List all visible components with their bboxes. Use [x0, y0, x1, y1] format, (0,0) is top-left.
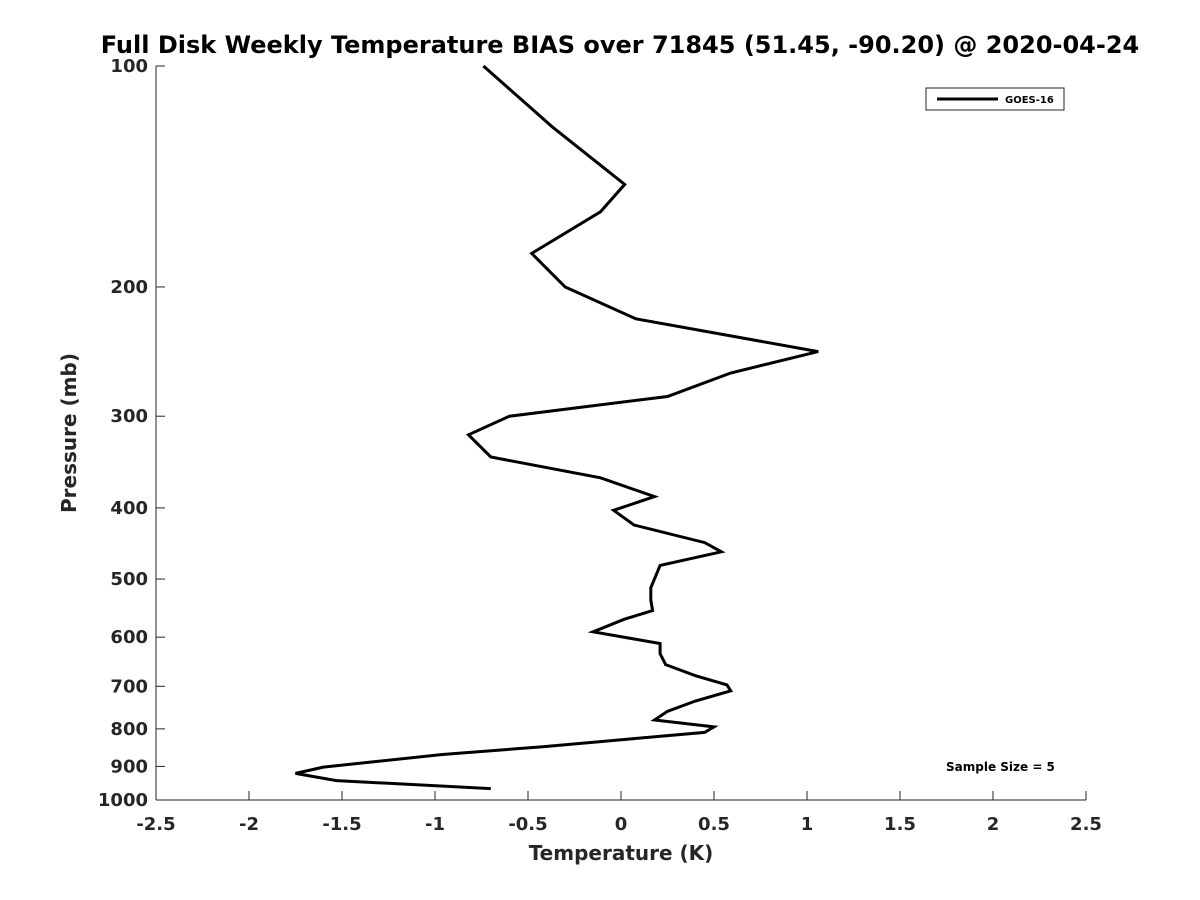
- x-tick-label: 0.5: [698, 814, 730, 835]
- y-axis-label: Pressure (mb): [57, 353, 81, 513]
- x-tick-label: 1.5: [884, 814, 916, 835]
- y-tick-label: 200: [110, 277, 148, 298]
- y-tick-label: 300: [110, 406, 148, 427]
- y-axis-ticks: 100 200 300 400 500 600 700 800 900 1000: [98, 56, 165, 811]
- y-tick-label: 100: [110, 56, 148, 77]
- x-tick-label: -0.5: [508, 814, 547, 835]
- y-tick-label: 600: [110, 627, 148, 648]
- y-tick-label: 800: [110, 719, 148, 740]
- x-tick-label: -2: [239, 814, 259, 835]
- y-tick-label: 1000: [98, 790, 148, 811]
- y-tick-label: 500: [110, 569, 148, 590]
- series-layer: [295, 64, 819, 791]
- series-line-goes-16: [295, 64, 819, 791]
- x-tick-label: 0: [615, 814, 628, 835]
- x-axis-label: Temperature (K): [529, 841, 714, 865]
- chart-title: Full Disk Weekly Temperature BIAS over 7…: [101, 31, 1140, 59]
- y-tick-label: 900: [110, 756, 148, 777]
- plot-axes: [155, 66, 1086, 801]
- x-tick-label: -2.5: [136, 814, 175, 835]
- x-tick-label: -1.5: [322, 814, 361, 835]
- x-tick-label: 1: [801, 814, 814, 835]
- y-tick-label: 700: [110, 676, 148, 697]
- legend-entry-goes-16: GOES-16: [1005, 95, 1054, 106]
- legend: GOES-16: [925, 87, 1065, 111]
- y-tick-label: 400: [110, 498, 148, 519]
- x-tick-label: -1: [425, 814, 445, 835]
- x-tick-label: 2: [987, 814, 1000, 835]
- sample-size-annotation: Sample Size = 5: [946, 760, 1055, 774]
- x-axis-ticks: -2.5 -2 -1.5 -1 -0.5 0 0.5 1 1.5 2 2.5: [136, 791, 1102, 835]
- x-tick-label: 2.5: [1070, 814, 1102, 835]
